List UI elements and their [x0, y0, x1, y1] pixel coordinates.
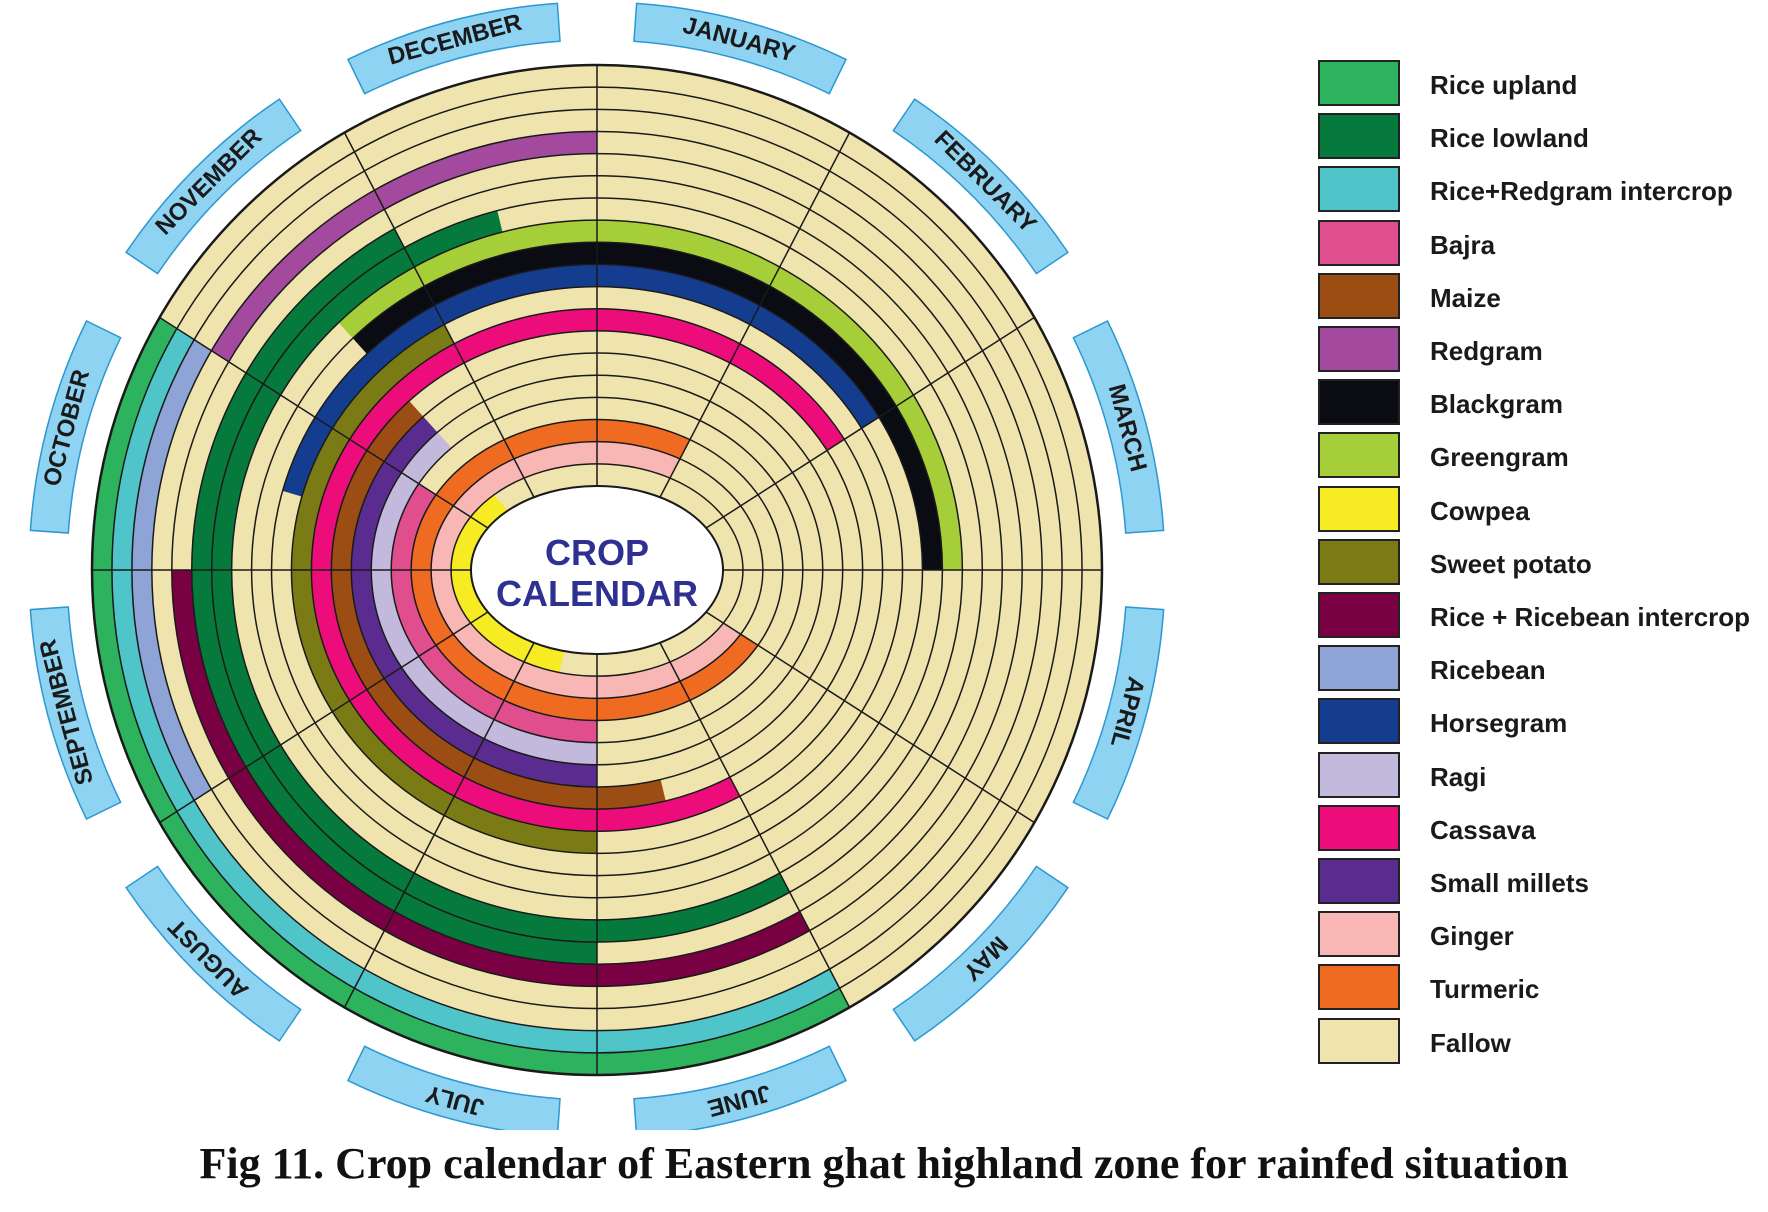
legend-label: Sweet potato: [1430, 548, 1592, 579]
ring-12-greengram: [338, 220, 963, 570]
center-ellipse: [470, 485, 724, 655]
legend-label: Fallow: [1430, 1027, 1511, 1058]
legend-item-rice-lowland: Rice lowland: [1318, 111, 1758, 163]
month-tab-december: [347, 2, 561, 95]
legend-item-ginger: Ginger: [1318, 909, 1758, 961]
legend-item-rice-ricebean: Rice + Ricebean intercrop: [1318, 590, 1758, 642]
legend-label: Ginger: [1430, 921, 1514, 952]
calendar-grid: [90, 63, 1104, 1077]
legend-label: Cassava: [1430, 814, 1536, 845]
legend-swatch: [1318, 804, 1400, 851]
legend-item-rice-upland: Rice upland: [1318, 58, 1758, 110]
ring-5-ragi: [371, 432, 597, 765]
month-spoke: [159, 611, 489, 824]
legend-item-redgram: Redgram: [1318, 324, 1758, 376]
month-tab-august: [125, 865, 302, 1042]
legend-swatch: [1318, 485, 1400, 532]
legend-item-ricebean: Ricebean: [1318, 643, 1758, 695]
month-spoke: [659, 642, 851, 1008]
legend-swatch: [1318, 858, 1400, 904]
center-title-line1: CROP: [545, 532, 649, 573]
legend-swatch: [1318, 592, 1400, 638]
legend-item-greengram: Greengram: [1318, 430, 1758, 482]
legend-swatch: [1318, 272, 1400, 319]
legend-item-blackgram: Blackgram: [1318, 377, 1758, 429]
legend-swatch: [1318, 219, 1400, 266]
legend-label: Maize: [1430, 282, 1501, 313]
month-tab-october: [29, 320, 122, 534]
legend-label: Ricebean: [1430, 655, 1546, 686]
legend-swatch: [1318, 751, 1400, 798]
legend-swatch: [1318, 538, 1400, 585]
legend-label: Rice upland: [1430, 70, 1578, 100]
legend-item-fallow: Fallow: [1318, 1016, 1758, 1068]
legend-swatch: [1318, 113, 1400, 160]
center-title-line2: CALENDAR: [496, 573, 698, 614]
legend-item-cowpea: Cowpea: [1318, 484, 1758, 536]
legend-label: Rice+Redgram intercrop: [1430, 176, 1733, 207]
month-spoke: [343, 132, 535, 498]
month-tab-february: [892, 98, 1069, 275]
ring-11-blackgram: [352, 242, 943, 571]
legend-item-maize: Maize: [1318, 271, 1758, 323]
month-spoke: [159, 316, 489, 529]
month-tab-september: [29, 606, 122, 820]
legend-item-bajra: Bajra: [1318, 218, 1758, 270]
legend-label: Cowpea: [1430, 495, 1530, 526]
month-tab-march: [1072, 320, 1165, 534]
ring-16-redgram: [211, 131, 598, 362]
legend-swatch: [1318, 964, 1400, 1011]
legend-swatch: [1318, 432, 1400, 479]
legend-label: Redgram: [1430, 336, 1543, 366]
ring-17-ricebean: [131, 339, 212, 801]
legend-item-rice-redgram: Rice+Redgram intercrop: [1318, 164, 1758, 216]
month-spoke: [659, 132, 851, 498]
legend-label: Ragi: [1430, 761, 1487, 792]
legend-swatch: [1318, 645, 1400, 692]
legend-swatch: [1318, 326, 1400, 372]
legend-swatch: [1318, 1017, 1400, 1064]
legend-label: Horsegram: [1430, 708, 1568, 739]
figure-caption: Fig 11. Crop calendar of Eastern ghat hi…: [199, 1139, 1569, 1188]
month-spoke: [705, 611, 1035, 824]
crop-calendar-wheel: JANUARYFEBRUARYMARCHAPRILMAYJUNEJULYAUGU…: [29, 2, 1165, 1130]
legend-label: Bajra: [1430, 229, 1496, 260]
ring-4-bajra: [391, 483, 597, 743]
legend-item-turmeric: Turmeric: [1318, 962, 1758, 1014]
legend-label: Rice lowland: [1430, 123, 1589, 154]
legend-swatch: [1318, 698, 1400, 745]
legend-swatch: [1318, 379, 1400, 426]
legend-swatch: [1318, 166, 1400, 213]
legend-swatch: [1318, 911, 1400, 958]
ring-15-rice-ricebean: [171, 570, 810, 987]
ring-6-small-millets: [351, 416, 597, 787]
month-tab-january: [633, 2, 847, 95]
legend-label: Blackgram: [1430, 389, 1563, 420]
legend-item-ragi: Ragi: [1318, 750, 1758, 802]
month-tab-july: [347, 1045, 561, 1130]
legend-item-horsegram: Horsegram: [1318, 696, 1758, 748]
month-tab-may: [892, 865, 1069, 1042]
legend-item-sweet-potato: Sweet potato: [1318, 537, 1758, 589]
legend-item-cassava: Cassava: [1318, 803, 1758, 855]
legend-label: Greengram: [1430, 442, 1569, 473]
ring-10-horsegram: [282, 264, 879, 497]
month-tab-june: [633, 1045, 847, 1130]
month-spoke: [343, 642, 535, 1008]
legend-item-small-millets: Small millets: [1318, 856, 1758, 908]
legend-swatch: [1318, 60, 1400, 106]
month-tab-november: [125, 98, 302, 275]
legend-label: Turmeric: [1430, 974, 1540, 1005]
legend-label: Small millets: [1430, 868, 1589, 898]
month-spoke: [705, 316, 1035, 529]
month-label-december: DECEMBER: [385, 9, 525, 71]
month-tab-april: [1072, 606, 1165, 820]
legend-label: Rice + Ricebean intercrop: [1430, 602, 1751, 632]
